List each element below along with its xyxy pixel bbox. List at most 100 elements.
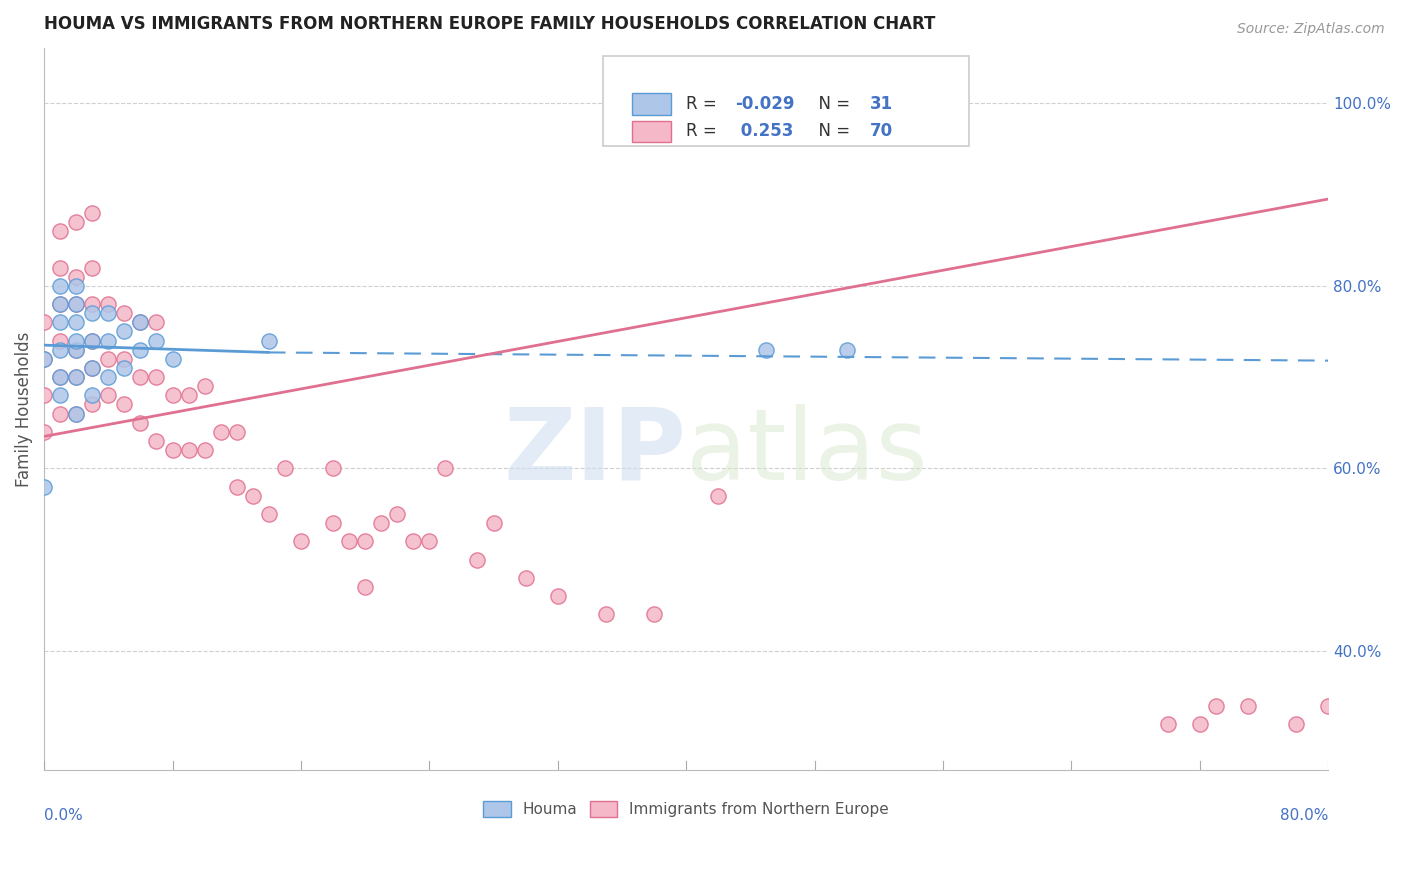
Point xyxy=(257,507,280,521)
Text: atlas: atlas xyxy=(686,404,928,500)
Point xyxy=(65,278,87,293)
Point xyxy=(32,315,55,329)
Text: R =: R = xyxy=(686,95,723,113)
Y-axis label: Family Households: Family Households xyxy=(15,331,32,487)
Point xyxy=(177,443,200,458)
Point xyxy=(49,278,72,293)
Point xyxy=(65,297,87,311)
Point xyxy=(1205,698,1227,713)
Point xyxy=(322,516,344,530)
Text: N =: N = xyxy=(808,95,855,113)
Point xyxy=(177,388,200,402)
Point xyxy=(274,461,297,475)
Point xyxy=(1285,717,1308,731)
Text: R =: R = xyxy=(686,122,723,140)
Point xyxy=(82,360,104,375)
Point xyxy=(418,534,440,549)
Point xyxy=(82,388,104,402)
Point xyxy=(32,425,55,439)
Point xyxy=(82,334,104,348)
Point xyxy=(65,370,87,384)
Point xyxy=(1156,717,1178,731)
Point xyxy=(82,260,104,275)
Point xyxy=(129,416,152,430)
Text: 0.0%: 0.0% xyxy=(44,808,83,823)
Point xyxy=(49,407,72,421)
Point xyxy=(65,315,87,329)
Point xyxy=(755,343,778,357)
Text: 0.253: 0.253 xyxy=(735,122,793,140)
Point xyxy=(434,461,457,475)
Point xyxy=(49,370,72,384)
Point xyxy=(112,325,135,339)
Point xyxy=(145,334,167,348)
Point xyxy=(194,379,217,393)
Point xyxy=(49,334,72,348)
Text: 31: 31 xyxy=(870,95,893,113)
Point xyxy=(65,370,87,384)
Point xyxy=(1317,698,1340,713)
Point xyxy=(49,343,72,357)
Text: N =: N = xyxy=(808,122,855,140)
Point xyxy=(82,334,104,348)
Point xyxy=(32,388,55,402)
Point xyxy=(835,343,858,357)
Text: HOUMA VS IMMIGRANTS FROM NORTHERN EUROPE FAMILY HOUSEHOLDS CORRELATION CHART: HOUMA VS IMMIGRANTS FROM NORTHERN EUROPE… xyxy=(44,15,935,33)
Point xyxy=(515,571,537,585)
Point xyxy=(65,343,87,357)
Point xyxy=(65,343,87,357)
Point xyxy=(354,534,377,549)
Point xyxy=(242,489,264,503)
Point xyxy=(129,315,152,329)
Point xyxy=(82,306,104,320)
Point xyxy=(402,534,425,549)
Point xyxy=(225,480,247,494)
Point xyxy=(1237,698,1260,713)
Point xyxy=(65,215,87,229)
Point xyxy=(82,297,104,311)
Point xyxy=(129,370,152,384)
FancyBboxPatch shape xyxy=(633,93,671,115)
FancyBboxPatch shape xyxy=(633,120,671,142)
Point xyxy=(467,552,489,566)
Point xyxy=(97,388,120,402)
Point xyxy=(49,388,72,402)
Point xyxy=(65,269,87,284)
FancyBboxPatch shape xyxy=(603,55,969,145)
Text: 70: 70 xyxy=(870,122,893,140)
Point xyxy=(49,260,72,275)
Point xyxy=(643,607,665,622)
Point xyxy=(1188,717,1211,731)
Point xyxy=(97,351,120,366)
Point xyxy=(162,443,184,458)
Point xyxy=(129,343,152,357)
Point xyxy=(112,360,135,375)
Point xyxy=(65,407,87,421)
Point xyxy=(387,507,409,521)
Point xyxy=(97,334,120,348)
Point xyxy=(65,334,87,348)
Legend: Houma, Immigrants from Northern Europe: Houma, Immigrants from Northern Europe xyxy=(477,795,896,823)
Point xyxy=(595,607,617,622)
Point xyxy=(337,534,360,549)
Point xyxy=(162,351,184,366)
Point xyxy=(97,306,120,320)
Point xyxy=(145,315,167,329)
Text: ZIP: ZIP xyxy=(503,404,686,500)
Point xyxy=(49,297,72,311)
Point xyxy=(112,397,135,411)
Point xyxy=(32,480,55,494)
Point xyxy=(49,297,72,311)
Point xyxy=(322,461,344,475)
Point xyxy=(97,370,120,384)
Point xyxy=(82,397,104,411)
Point xyxy=(257,334,280,348)
Point xyxy=(97,297,120,311)
Point xyxy=(547,589,569,603)
Text: Source: ZipAtlas.com: Source: ZipAtlas.com xyxy=(1237,22,1385,37)
Point xyxy=(49,224,72,238)
Point xyxy=(112,351,135,366)
Point xyxy=(162,388,184,402)
Point xyxy=(225,425,247,439)
Point xyxy=(82,360,104,375)
